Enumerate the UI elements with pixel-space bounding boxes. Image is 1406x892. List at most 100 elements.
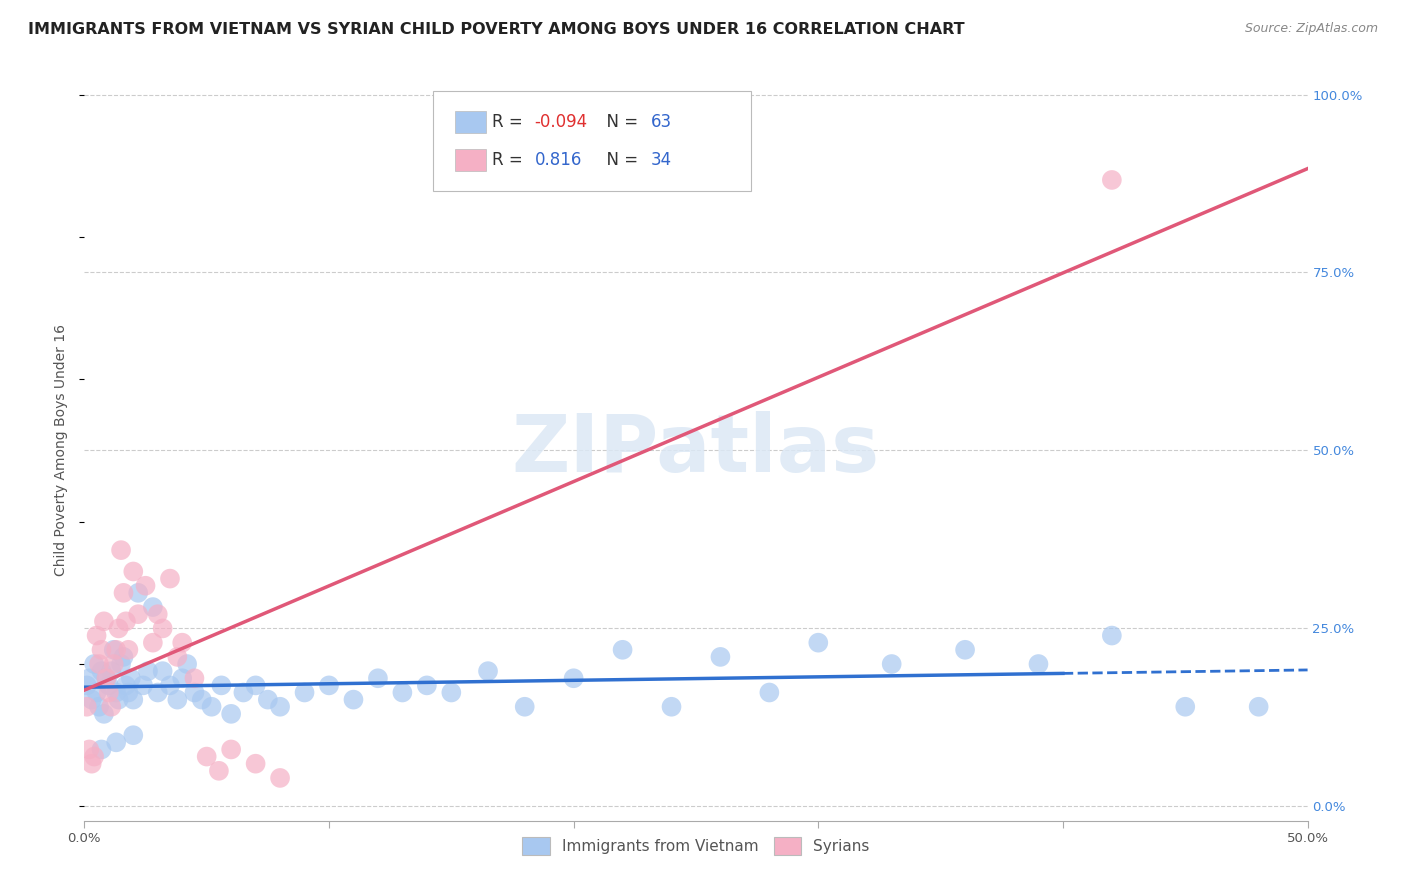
Point (758, 685, 780, 699)
Point (105, 685, 128, 699)
Point (136, 664, 159, 678)
Point (107, 622, 129, 636)
Text: 34: 34 (651, 152, 672, 169)
Point (953, 642, 976, 657)
Point (209, 678, 232, 692)
Point (219, 742, 242, 756)
Point (90, 742, 112, 756)
Point (103, 657, 125, 671)
Point (90, 664, 112, 678)
Point (76, 678, 98, 692)
Point (166, 649, 188, 664)
Point (245, 678, 267, 692)
Legend: Immigrants from Vietnam, Syrians: Immigrants from Vietnam, Syrians (516, 831, 876, 861)
Point (1028, 657, 1050, 671)
Text: Source: ZipAtlas.com: Source: ZipAtlas.com (1244, 22, 1378, 36)
Text: N =: N = (596, 112, 643, 131)
Point (97, 685, 120, 699)
Point (100, 664, 122, 678)
Point (115, 678, 138, 692)
Point (93, 615, 115, 629)
Point (83, 657, 105, 671)
Point (96, 671, 118, 685)
Point (294, 685, 316, 699)
Point (183, 671, 205, 685)
Text: N =: N = (596, 152, 643, 169)
Point (269, 771, 291, 785)
Point (127, 607, 149, 622)
Point (122, 565, 145, 579)
Point (1101, 173, 1123, 187)
Point (76, 699, 98, 714)
Point (172, 671, 194, 685)
Point (146, 607, 169, 622)
Point (80, 756, 103, 771)
Point (232, 685, 254, 699)
Point (120, 671, 142, 685)
Point (257, 692, 280, 706)
Point (77, 742, 100, 756)
Point (86, 629, 108, 643)
FancyBboxPatch shape (456, 111, 485, 133)
Point (132, 678, 155, 692)
Point (90, 642, 112, 657)
Point (87, 657, 110, 671)
Point (105, 642, 128, 657)
Point (112, 649, 135, 664)
Point (152, 622, 174, 636)
Point (612, 642, 634, 657)
Point (513, 699, 536, 714)
Point (661, 699, 683, 714)
Point (115, 615, 138, 629)
Point (269, 699, 291, 714)
Point (105, 735, 128, 749)
FancyBboxPatch shape (433, 91, 751, 191)
Point (562, 671, 585, 685)
Point (142, 600, 165, 615)
Point (880, 657, 903, 671)
Point (391, 685, 413, 699)
Point (318, 678, 340, 692)
Point (103, 642, 125, 657)
Point (77, 671, 100, 685)
Text: R =: R = (492, 152, 533, 169)
Text: 0.816: 0.816 (534, 152, 582, 169)
Point (97, 678, 120, 692)
Point (195, 749, 218, 764)
Point (142, 635, 165, 649)
Point (96, 671, 118, 685)
Text: ZIPatlas: ZIPatlas (512, 411, 880, 490)
Point (172, 635, 194, 649)
Point (135, 579, 157, 593)
Point (208, 764, 231, 778)
Point (219, 706, 242, 721)
Point (110, 657, 132, 671)
Point (122, 692, 145, 706)
Point (245, 756, 267, 771)
Text: -0.094: -0.094 (534, 112, 588, 131)
Point (367, 671, 389, 685)
Point (1247, 699, 1270, 714)
Point (87, 699, 110, 714)
Point (117, 642, 139, 657)
Point (807, 635, 830, 649)
Point (112, 586, 135, 600)
Point (107, 692, 129, 706)
Point (146, 685, 169, 699)
Point (117, 685, 139, 699)
Point (159, 572, 181, 586)
Point (110, 543, 132, 558)
Point (100, 699, 122, 714)
Point (83, 749, 105, 764)
Point (80, 692, 103, 706)
Text: R =: R = (492, 112, 527, 131)
Point (342, 692, 364, 706)
Point (440, 685, 463, 699)
Point (709, 649, 731, 664)
Y-axis label: Child Poverty Among Boys Under 16: Child Poverty Among Boys Under 16 (55, 325, 69, 576)
FancyBboxPatch shape (456, 149, 485, 171)
Point (416, 678, 439, 692)
Point (93, 706, 115, 721)
Point (191, 692, 214, 706)
Text: IMMIGRANTS FROM VIETNAM VS SYRIAN CHILD POVERTY AMONG BOYS UNDER 16 CORRELATION : IMMIGRANTS FROM VIETNAM VS SYRIAN CHILD … (28, 22, 965, 37)
